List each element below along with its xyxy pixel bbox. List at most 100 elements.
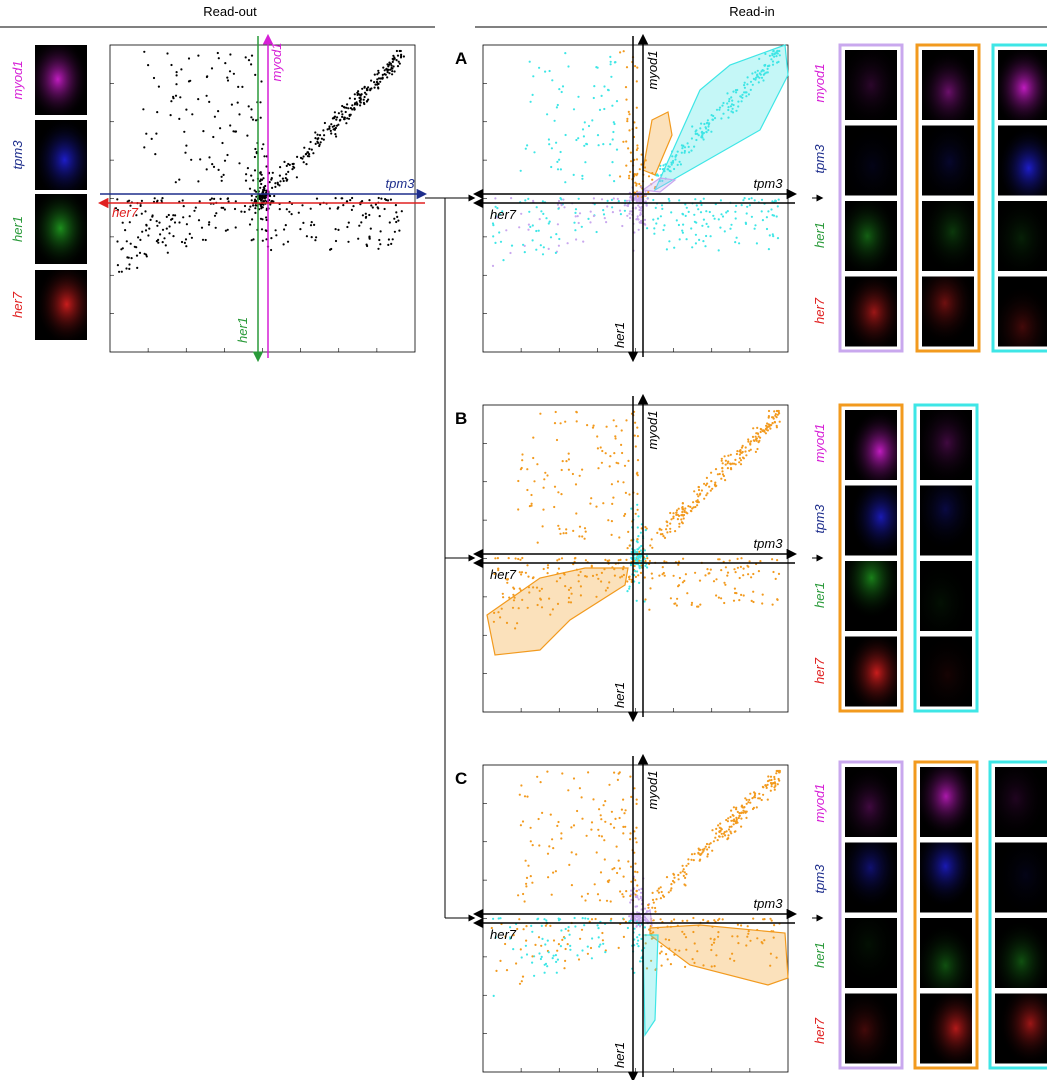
point: [613, 574, 617, 577]
point: [532, 436, 535, 439]
image-glow: [920, 561, 972, 631]
point: [333, 111, 336, 114]
point: [726, 462, 729, 465]
point: [740, 446, 744, 449]
point: [523, 795, 527, 798]
point: [188, 215, 191, 218]
point: [527, 228, 530, 231]
point: [749, 80, 753, 83]
channel-label: her7: [812, 1017, 827, 1044]
point: [687, 210, 690, 213]
point: [644, 525, 647, 529]
point: [390, 67, 393, 70]
point: [586, 892, 590, 895]
point: [595, 851, 598, 854]
point: [735, 109, 738, 112]
point: [384, 73, 387, 76]
point: [740, 557, 743, 560]
point: [397, 60, 400, 63]
point: [751, 72, 754, 75]
point: [556, 559, 559, 562]
point: [625, 419, 628, 422]
point: [602, 502, 605, 505]
point: [753, 796, 757, 799]
point: [713, 217, 716, 220]
point: [262, 186, 265, 189]
point: [637, 535, 640, 538]
point: [627, 110, 630, 113]
point: [395, 211, 398, 214]
point: [628, 585, 631, 588]
point: [513, 596, 516, 599]
point: [726, 210, 729, 213]
point: [197, 98, 200, 101]
point: [606, 559, 609, 563]
point: [370, 79, 373, 82]
point: [278, 208, 281, 211]
point: [771, 54, 774, 57]
point: [522, 892, 525, 896]
point: [709, 937, 712, 940]
point: [726, 571, 730, 574]
point: [680, 151, 683, 154]
point: [197, 54, 200, 57]
point: [711, 487, 714, 490]
point: [674, 948, 677, 951]
point: [634, 862, 637, 865]
point: [604, 558, 607, 562]
point: [582, 135, 586, 138]
point: [634, 919, 637, 922]
point: [752, 77, 756, 80]
point: [771, 558, 774, 561]
point: [524, 571, 528, 574]
point: [527, 864, 530, 867]
point: [395, 49, 398, 53]
point: [585, 834, 588, 837]
point: [506, 581, 509, 584]
point: [709, 489, 712, 492]
point: [697, 486, 701, 489]
point: [761, 602, 764, 605]
point: [626, 120, 629, 123]
point: [254, 73, 257, 76]
point: [647, 903, 650, 907]
point: [492, 235, 495, 238]
point: [695, 129, 698, 132]
point: [572, 108, 576, 111]
point: [526, 144, 529, 147]
point: [724, 583, 727, 586]
point: [712, 580, 716, 583]
point: [633, 549, 636, 552]
point: [617, 559, 620, 562]
point: [680, 518, 683, 521]
point: [625, 890, 628, 893]
point: [539, 598, 543, 601]
image-glow: [845, 842, 897, 913]
point: [717, 931, 720, 934]
point: [576, 954, 579, 957]
point: [754, 224, 757, 227]
point: [550, 147, 554, 150]
point: [640, 559, 643, 563]
point: [546, 474, 549, 477]
point: [279, 166, 282, 169]
point: [373, 81, 376, 84]
point: [216, 51, 219, 55]
point: [768, 54, 772, 57]
image-glow: [845, 201, 897, 271]
point: [260, 205, 263, 208]
point: [672, 515, 675, 518]
point: [623, 204, 626, 207]
point: [622, 875, 625, 878]
point: [562, 198, 565, 201]
point: [691, 125, 694, 128]
point: [545, 919, 548, 922]
point: [672, 517, 675, 520]
point: [159, 233, 162, 236]
point: [666, 168, 669, 171]
point: [697, 851, 700, 854]
point: [179, 96, 182, 99]
point: [253, 169, 257, 172]
point: [628, 544, 631, 547]
point: [708, 846, 711, 849]
